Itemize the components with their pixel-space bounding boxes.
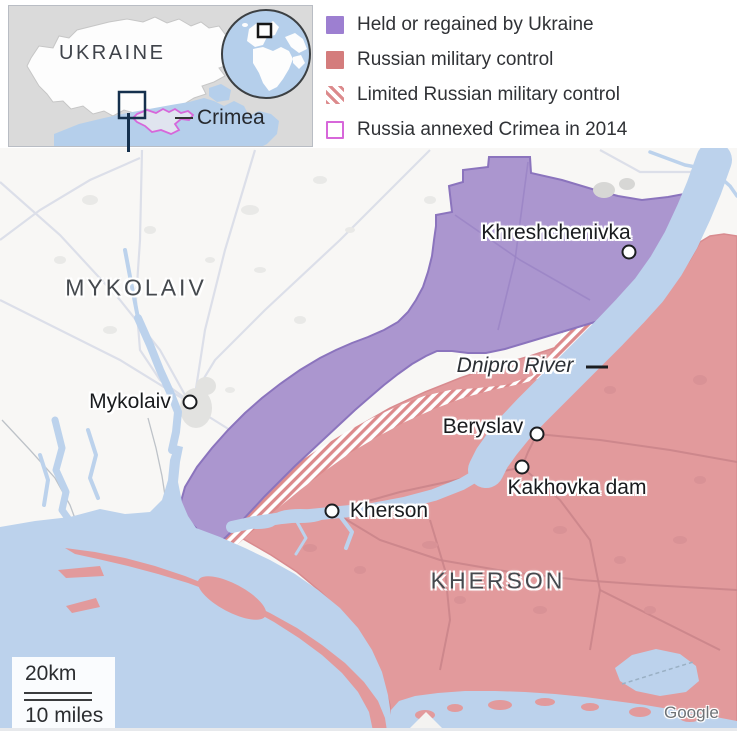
hatch-swatch-icon (326, 85, 344, 104)
inset-country-label: UKRAINE (59, 42, 166, 64)
legend-label: Russia annexed Crimea in 2014 (357, 118, 628, 140)
ukraine-shape (26, 16, 240, 117)
legend-item-limited-control: Limited Russian military control (326, 77, 627, 112)
legend-label: Russian military control (357, 48, 554, 70)
legend: Held or regained by Ukraine Russian mili… (326, 7, 627, 147)
map-canvas (0, 142, 737, 732)
purple-texture (454, 161, 635, 331)
dnipro-river (468, 142, 732, 488)
sea-of-azov (209, 84, 231, 102)
legend-item-ukraine-held: Held or regained by Ukraine (326, 7, 627, 42)
inset-locator-map: UKRAINE Crimea (8, 5, 313, 147)
base-land-blobs (54, 176, 436, 428)
base-roads (0, 149, 721, 456)
globe-locator-square (256, 22, 273, 39)
admin-boundaries (1, 417, 167, 525)
islands (415, 694, 736, 722)
purple-swatch-icon (326, 15, 344, 34)
legend-label: Held or regained by Ukraine (357, 13, 594, 35)
locator-box (117, 90, 147, 120)
kinburn-spit (58, 548, 387, 731)
globe-icon (221, 9, 311, 99)
bottom-edge (0, 728, 737, 731)
crimea-shape (131, 107, 195, 135)
legend-item-russian-control: Russian military control (326, 42, 627, 77)
main-map (0, 142, 737, 732)
inset-crimea-label: Crimea (197, 106, 265, 129)
sea-bottom-strip (391, 691, 737, 731)
inset-canvas (26, 9, 311, 146)
inset-connector-line (127, 113, 130, 152)
purple-region-ukraine-held (178, 156, 714, 548)
red-texture (303, 375, 737, 671)
red-swatch-icon (326, 50, 344, 69)
header: UKRAINE Crimea Held or regained by Ukrai… (0, 0, 737, 148)
legend-label: Limited Russian military control (357, 83, 620, 105)
magenta-outline-swatch-icon (326, 120, 344, 139)
legend-item-crimea-annexed: Russia annexed Crimea in 2014 (326, 112, 627, 147)
